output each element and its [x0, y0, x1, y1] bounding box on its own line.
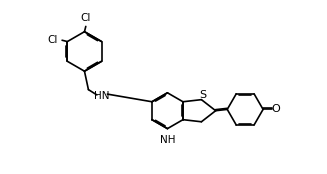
Text: Cl: Cl: [47, 35, 58, 45]
Text: NH: NH: [160, 135, 175, 145]
Text: Cl: Cl: [80, 13, 91, 23]
Text: S: S: [199, 90, 206, 100]
Text: HN: HN: [94, 91, 109, 101]
Text: O: O: [271, 104, 280, 114]
